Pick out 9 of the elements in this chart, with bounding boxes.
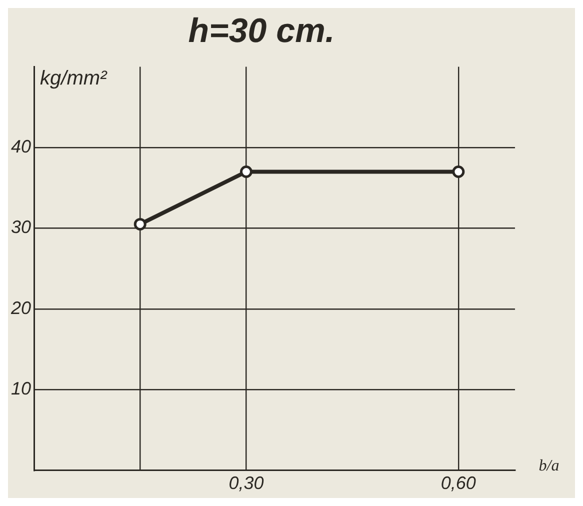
x-tick-label: 0,60 bbox=[440, 473, 476, 494]
x-axis-title: b/a bbox=[538, 458, 560, 475]
chart-title: h=30 cm. bbox=[188, 12, 335, 50]
y-tick-label: 20 bbox=[10, 298, 32, 318]
x-tick-label: 0,30 bbox=[228, 473, 264, 494]
y-axis-title: kg/mm² bbox=[40, 67, 108, 90]
y-tick-label: 40 bbox=[10, 136, 32, 157]
y-tick-label: 10 bbox=[10, 378, 32, 399]
y-tick-label: 30 bbox=[10, 217, 32, 238]
